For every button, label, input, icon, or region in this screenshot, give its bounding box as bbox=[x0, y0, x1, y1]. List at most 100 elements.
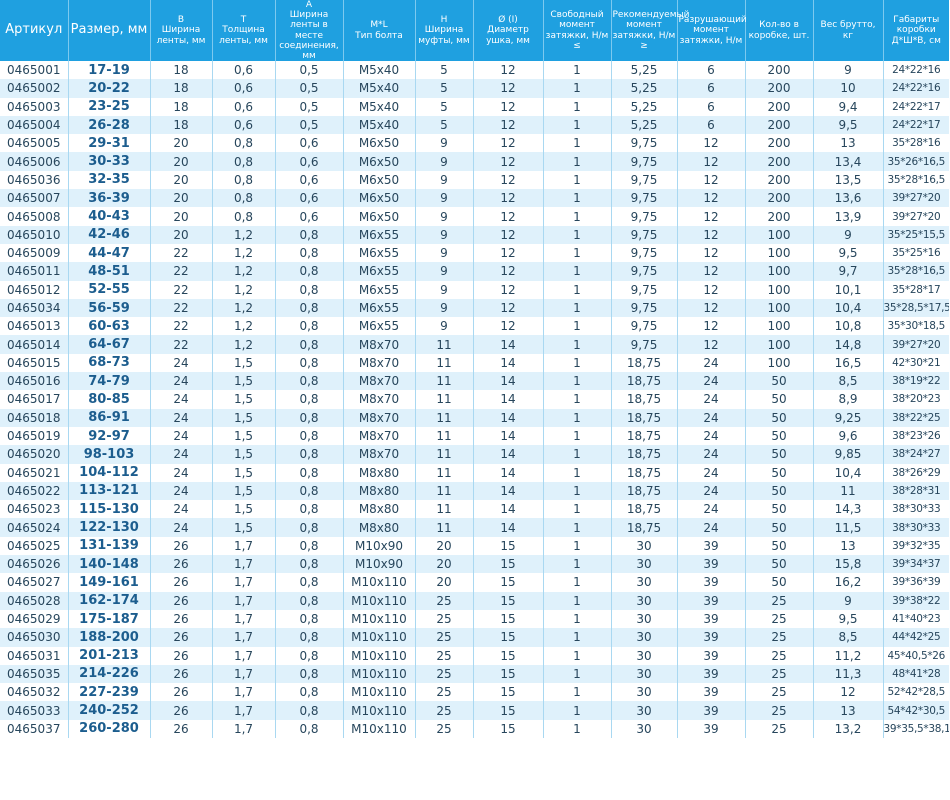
column-header-symbol: H bbox=[440, 15, 448, 26]
cell-ml: M8x70 bbox=[343, 426, 416, 446]
cell-wt: 8,9 bbox=[813, 390, 884, 409]
cell-a: 0,8 bbox=[275, 536, 344, 556]
table-row: 0465007 36-39 20 0,8 0,6 M6x50 9 12 1 9,75 12 200 13… bbox=[0, 189, 949, 208]
cell-free: 1 bbox=[543, 628, 612, 647]
cell-qty: 25 bbox=[745, 719, 814, 738]
cell-d: 12 bbox=[473, 170, 544, 190]
cell-size: 115-130 bbox=[68, 500, 151, 519]
cell-a: 0,8 bbox=[275, 445, 344, 464]
cell-h: 11 bbox=[415, 390, 474, 409]
cell-ml: M8x70 bbox=[343, 335, 416, 354]
cell-brk: 24 bbox=[677, 372, 746, 391]
cell-qty: 100 bbox=[745, 298, 814, 318]
cell-a: 0,8 bbox=[275, 317, 344, 336]
cell-a: 0,8 bbox=[275, 719, 344, 738]
cell-h: 9 bbox=[415, 189, 474, 208]
cell-h: 5 bbox=[415, 115, 474, 135]
column-header-label: Тип болта bbox=[355, 30, 403, 41]
cell-t: 1,2 bbox=[212, 335, 276, 354]
cell-qty: 25 bbox=[745, 609, 814, 629]
table-row: 0465002 20-22 18 0,6 0,5 M5x40 5 12 1 5,25 6 200 10 2… bbox=[0, 79, 949, 98]
cell-d: 14 bbox=[473, 500, 544, 519]
cell-d: 15 bbox=[473, 646, 544, 665]
cell-free: 1 bbox=[543, 207, 612, 226]
cell-h: 25 bbox=[415, 646, 474, 665]
cell-size: 32-35 bbox=[68, 170, 151, 190]
cell-a: 0,8 bbox=[275, 683, 344, 702]
cell-d: 12 bbox=[473, 298, 544, 318]
cell-box: 44*42*25 bbox=[883, 628, 949, 647]
cell-article: 0465026 bbox=[0, 555, 69, 574]
cell-t: 1,7 bbox=[212, 628, 276, 647]
cell-d: 12 bbox=[473, 97, 544, 116]
cell-qty: 25 bbox=[745, 628, 814, 647]
cell-rec: 9,75 bbox=[611, 298, 678, 318]
cell-rec: 9,75 bbox=[611, 189, 678, 208]
cell-brk: 24 bbox=[677, 408, 746, 427]
column-header-symbol: M*L bbox=[370, 20, 388, 31]
cell-t: 0,6 bbox=[212, 61, 276, 80]
cell-size: 175-187 bbox=[68, 609, 151, 629]
cell-article: 0465019 bbox=[0, 426, 69, 446]
cell-article: 0465007 bbox=[0, 189, 69, 208]
cell-b: 24 bbox=[150, 445, 213, 464]
cell-rec: 18,75 bbox=[611, 390, 678, 409]
column-header-symbol: T bbox=[240, 15, 247, 26]
cell-article: 0465028 bbox=[0, 591, 69, 610]
cell-brk: 6 bbox=[677, 79, 746, 98]
table-row: 0465037 260-280 26 1,7 0,8 M10x110 25 15 1 30 39 25… bbox=[0, 719, 949, 738]
cell-wt: 9,5 bbox=[813, 609, 884, 629]
cell-rec: 30 bbox=[611, 664, 678, 684]
cell-rec: 18,75 bbox=[611, 353, 678, 373]
cell-d: 12 bbox=[473, 262, 544, 281]
cell-b: 22 bbox=[150, 262, 213, 281]
cell-free: 1 bbox=[543, 79, 612, 98]
cell-wt: 9,4 bbox=[813, 97, 884, 116]
column-header-wt: Вес брутто, кг bbox=[813, 0, 884, 61]
cell-brk: 39 bbox=[677, 719, 746, 738]
cell-b: 24 bbox=[150, 426, 213, 446]
cell-wt: 16,5 bbox=[813, 353, 884, 373]
cell-box: 35*26*16,5 bbox=[883, 152, 949, 171]
cell-box: 54*42*30,5 bbox=[883, 701, 949, 720]
cell-rec: 18,75 bbox=[611, 500, 678, 519]
cell-ml: M10x110 bbox=[343, 591, 416, 610]
cell-t: 1,2 bbox=[212, 243, 276, 263]
cell-b: 26 bbox=[150, 555, 213, 574]
cell-ml: M5x40 bbox=[343, 115, 416, 135]
cell-box: 38*19*22 bbox=[883, 372, 949, 391]
cell-rec: 30 bbox=[611, 573, 678, 592]
cell-h: 11 bbox=[415, 408, 474, 427]
cell-qty: 25 bbox=[745, 591, 814, 610]
cell-brk: 12 bbox=[677, 152, 746, 171]
cell-t: 1,7 bbox=[212, 555, 276, 574]
cell-ml: M8x80 bbox=[343, 463, 416, 482]
cell-wt: 9,5 bbox=[813, 243, 884, 263]
cell-t: 1,5 bbox=[212, 426, 276, 446]
cell-brk: 39 bbox=[677, 701, 746, 720]
cell-ml: M10x110 bbox=[343, 701, 416, 720]
cell-rec: 9,75 bbox=[611, 243, 678, 263]
cell-ml: M10x110 bbox=[343, 628, 416, 647]
cell-free: 1 bbox=[543, 170, 612, 190]
cell-qty: 25 bbox=[745, 683, 814, 702]
cell-a: 0,8 bbox=[275, 701, 344, 720]
cell-brk: 12 bbox=[677, 243, 746, 263]
cell-a: 0,8 bbox=[275, 298, 344, 318]
column-header-rec: Рекомендуемый момент затяжки, Н/м ≥ bbox=[611, 0, 689, 61]
table-row: 0465001 17-19 18 0,6 0,5 M5x40 5 12 1 5,25 6 200 9 24… bbox=[0, 61, 949, 80]
cell-h: 9 bbox=[415, 225, 474, 244]
cell-wt: 11,5 bbox=[813, 518, 884, 537]
cell-b: 22 bbox=[150, 298, 213, 318]
cell-d: 14 bbox=[473, 445, 544, 464]
cell-size: 260-280 bbox=[68, 719, 151, 738]
cell-box: 38*23*26 bbox=[892, 430, 941, 443]
cell-size: 201-213 bbox=[68, 646, 151, 665]
cell-a: 0,8 bbox=[275, 481, 344, 501]
table-row: 0465004 26-28 18 0,6 0,5 M5x40 5 12 1 5,25 6 200 9,5… bbox=[0, 115, 949, 135]
cell-d: 15 bbox=[473, 628, 544, 647]
cell-b: 22 bbox=[150, 243, 213, 263]
column-header-symbol: B bbox=[177, 15, 185, 26]
cell-free: 1 bbox=[543, 573, 612, 592]
table-row: 0465028 162-174 26 1,7 0,8 M10x110 25 15 1 30 39 25… bbox=[0, 591, 949, 610]
